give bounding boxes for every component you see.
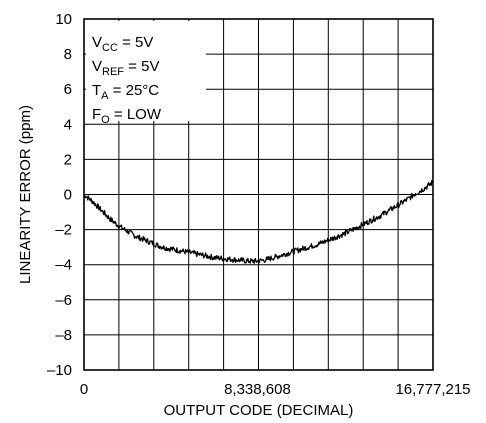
y-tick-labels: 10 8 6 4 2 0 –2 –4 –6 –8 –10 bbox=[47, 11, 72, 379]
data-point bbox=[266, 258, 268, 261]
x-tick-label: 0 bbox=[80, 381, 88, 398]
data-point bbox=[310, 245, 312, 247]
y-tick-label: 10 bbox=[55, 11, 72, 28]
plot-frame bbox=[83, 18, 434, 371]
data-point bbox=[214, 257, 216, 259]
data-point bbox=[397, 204, 399, 206]
conditions-box bbox=[86, 21, 206, 121]
data-point bbox=[223, 257, 225, 260]
y-tick-label: –4 bbox=[55, 257, 72, 274]
condition-annotation: VREF = 5V bbox=[92, 58, 159, 78]
y-tick-label: –6 bbox=[55, 292, 72, 309]
x-axis-label: OUTPUT CODE (DECIMAL) bbox=[164, 402, 354, 419]
data-point bbox=[336, 236, 338, 238]
data-point bbox=[318, 243, 321, 245]
data-point bbox=[188, 251, 190, 254]
data-point bbox=[109, 218, 111, 220]
data-point bbox=[380, 214, 382, 217]
data-point bbox=[118, 225, 120, 227]
x-tick-label: 8,338,608 bbox=[224, 381, 291, 398]
data-point bbox=[249, 260, 251, 262]
conditions-annotations: VCC = 5V VREF = 5V TA = 25°C FO = LOW bbox=[92, 34, 162, 126]
y-tick-label: 6 bbox=[64, 81, 72, 98]
data-point bbox=[144, 239, 146, 241]
data-point bbox=[301, 248, 303, 250]
y-tick-label: –8 bbox=[55, 327, 72, 344]
condition-annotation: TA = 25°C bbox=[92, 82, 159, 102]
y-tick-label: 0 bbox=[64, 187, 72, 204]
y-axis-label: LINEARITY ERROR (ppm) bbox=[17, 105, 34, 284]
data-point bbox=[406, 199, 408, 201]
data-point bbox=[362, 223, 364, 225]
condition-annotation: VCC = 5V bbox=[92, 34, 153, 54]
data-point bbox=[153, 243, 155, 245]
data-point bbox=[256, 260, 259, 262]
data-point bbox=[292, 250, 294, 253]
x-tick-label: 16,777,215 bbox=[395, 381, 470, 398]
data-point bbox=[388, 209, 390, 211]
y-tick-label: 4 bbox=[64, 116, 72, 133]
data-point bbox=[179, 250, 181, 252]
y-tick-label: 8 bbox=[64, 46, 72, 63]
condition-annotation: FO = LOW bbox=[92, 106, 162, 126]
data-point bbox=[414, 193, 417, 195]
data-point bbox=[423, 187, 425, 189]
data-point bbox=[240, 259, 242, 261]
y-tick-label: –10 bbox=[47, 362, 72, 379]
data-point bbox=[275, 256, 277, 258]
data-point bbox=[92, 200, 94, 203]
data-point bbox=[135, 236, 137, 238]
data-point bbox=[327, 239, 329, 241]
data-point bbox=[161, 246, 164, 248]
data-point bbox=[205, 255, 207, 257]
data-point bbox=[170, 248, 172, 250]
data-point bbox=[100, 209, 103, 211]
y-tick-label: –2 bbox=[55, 222, 72, 239]
data-point bbox=[231, 258, 233, 261]
data-point bbox=[345, 232, 347, 234]
data-point bbox=[371, 219, 373, 221]
data-point bbox=[127, 230, 129, 232]
data-point bbox=[353, 228, 356, 230]
x-tick-labels: 0 8,338,608 16,777,215 bbox=[80, 381, 471, 398]
data-point bbox=[284, 253, 286, 255]
y-tick-label: 2 bbox=[64, 151, 72, 168]
series-layer bbox=[83, 180, 434, 264]
data-point bbox=[196, 253, 199, 255]
